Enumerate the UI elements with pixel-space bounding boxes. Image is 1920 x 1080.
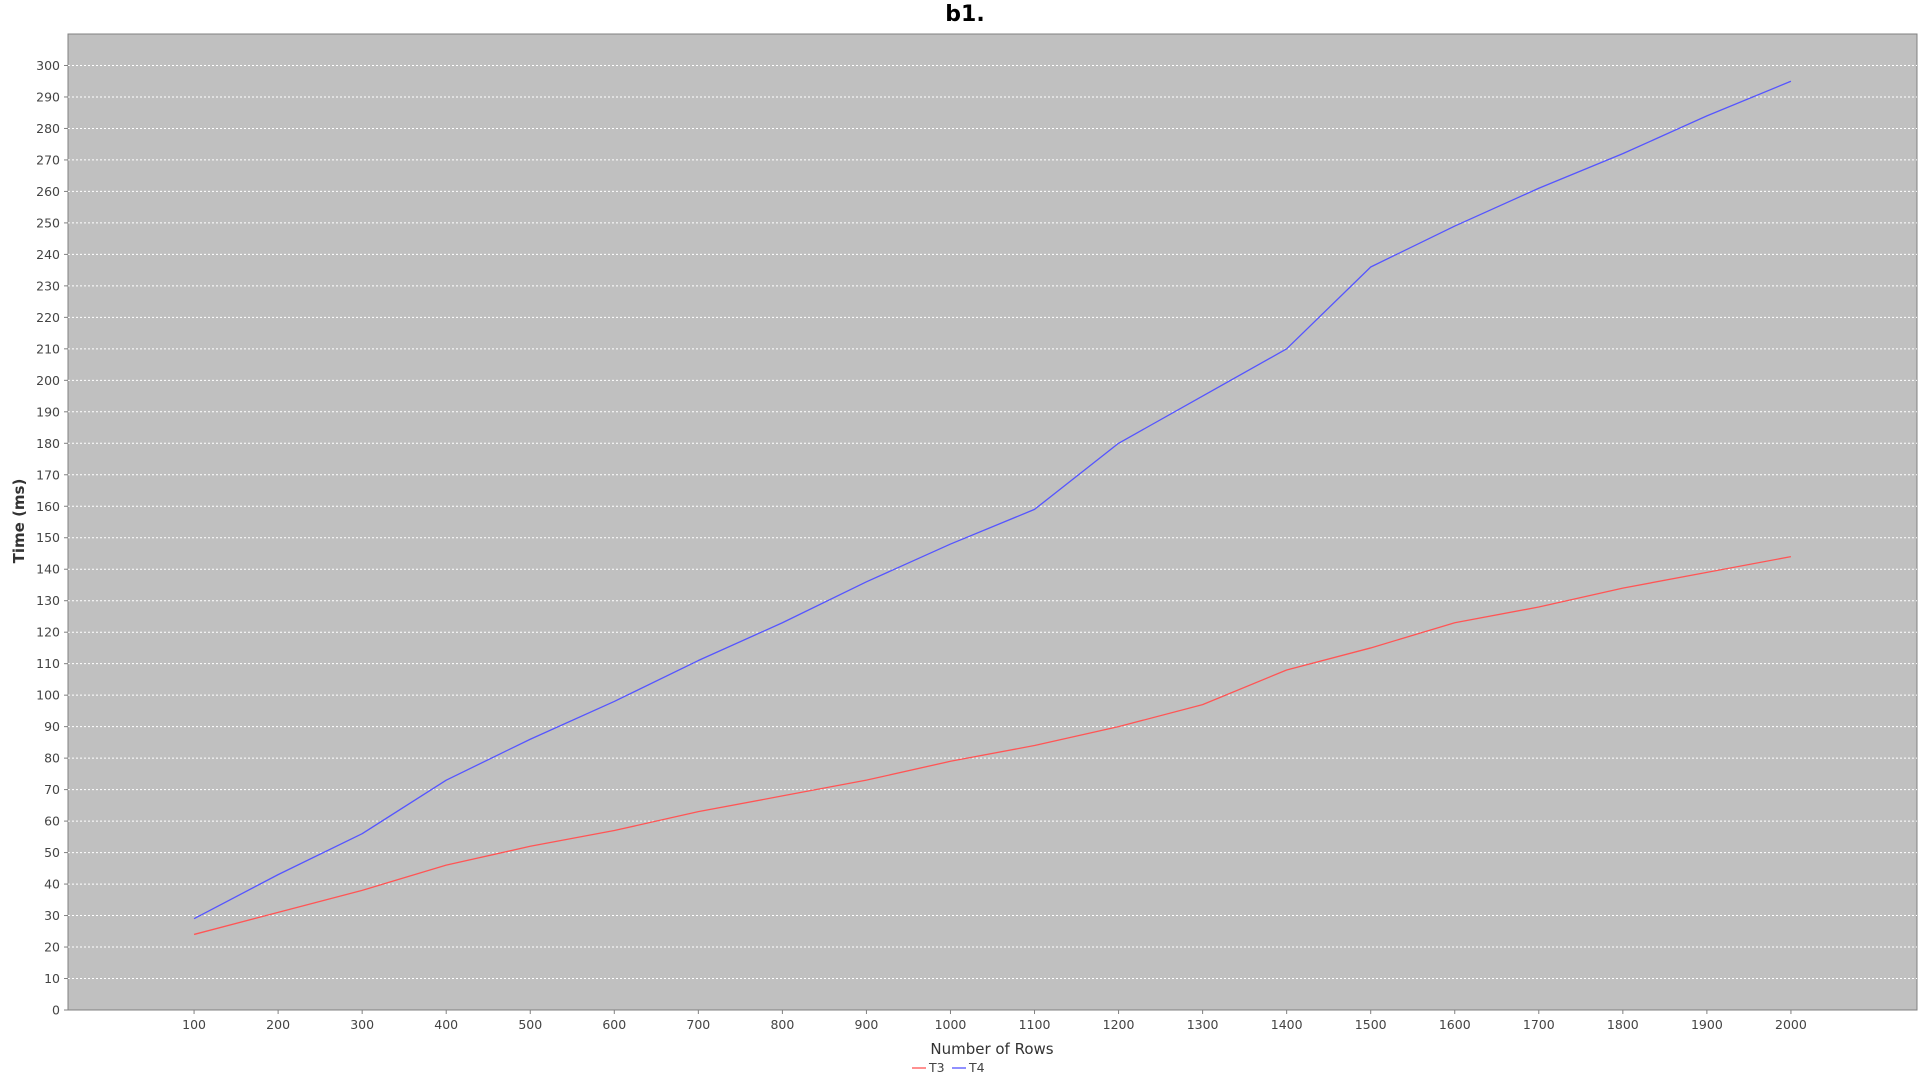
y-axis-label: Time (ms) <box>10 479 28 564</box>
legend-item-t3: T3 <box>912 1060 945 1075</box>
y-tick-label: 160 <box>36 499 60 514</box>
y-tick-label: 300 <box>36 58 60 73</box>
y-tick-label: 220 <box>36 310 60 325</box>
x-tick-label: 1700 <box>1523 1017 1555 1032</box>
x-tick-label: 400 <box>434 1017 458 1032</box>
y-tick-label: 70 <box>44 782 60 797</box>
y-tick-label: 250 <box>36 215 60 230</box>
x-tick-label: 1500 <box>1355 1017 1387 1032</box>
y-tick-label: 240 <box>36 247 60 262</box>
y-tick-label: 60 <box>44 814 60 829</box>
y-tick-label: 80 <box>44 751 60 766</box>
x-tick-label: 100 <box>182 1017 206 1032</box>
y-tick-label: 120 <box>36 625 60 640</box>
x-tick-label: 1600 <box>1439 1017 1471 1032</box>
x-tick-label: 1000 <box>935 1017 967 1032</box>
legend-label: T4 <box>968 1060 985 1075</box>
y-tick-label: 260 <box>36 184 60 199</box>
y-tick-label: 0 <box>52 1003 60 1018</box>
legend: T3 T4 <box>912 1060 985 1075</box>
y-tick-label: 20 <box>44 940 60 955</box>
y-tick-label: 280 <box>36 121 60 136</box>
legend-label: T3 <box>928 1060 945 1075</box>
x-tick-label: 800 <box>770 1017 794 1032</box>
chart-title: b1. <box>945 2 984 27</box>
y-tick-label: 50 <box>44 845 60 860</box>
x-tick-label: 900 <box>855 1017 879 1032</box>
x-tick-label: 1800 <box>1607 1017 1639 1032</box>
x-tick-label: 700 <box>686 1017 710 1032</box>
series-line-t4 <box>193 80 1792 920</box>
x-tick-label: 200 <box>266 1017 290 1032</box>
y-axis: 0 10 20 30 40 50 60 70 80 90 100 110 120 130 140 150 160… <box>36 58 68 1018</box>
series-line-t3 <box>193 555 1792 936</box>
y-tick-label: 150 <box>36 530 60 545</box>
x-tick-label: 500 <box>518 1017 542 1032</box>
y-tick-label: 290 <box>36 89 60 104</box>
x-tick-label: 1300 <box>1187 1017 1219 1032</box>
x-tick-label: 2000 <box>1775 1017 1807 1032</box>
y-tick-label: 190 <box>36 404 60 419</box>
y-tick-label: 30 <box>44 908 60 923</box>
y-tick-label: 90 <box>44 719 60 734</box>
x-axis-label: Number of Rows <box>930 1040 1053 1058</box>
y-tick-label: 10 <box>44 971 60 986</box>
x-tick-label: 1200 <box>1103 1017 1135 1032</box>
y-tick-label: 100 <box>36 688 60 703</box>
y-tick-label: 180 <box>36 436 60 451</box>
x-tick-label: 600 <box>602 1017 626 1032</box>
grid-lines <box>68 64 1917 980</box>
y-tick-label: 40 <box>44 877 60 892</box>
y-tick-label: 200 <box>36 373 60 388</box>
x-tick-label: 300 <box>350 1017 374 1032</box>
y-tick-label: 230 <box>36 278 60 293</box>
y-tick-label: 110 <box>36 656 60 671</box>
y-tick-label: 140 <box>36 562 60 577</box>
y-tick-label: 210 <box>36 341 60 356</box>
y-tick-label: 130 <box>36 593 60 608</box>
x-tick-label: 1400 <box>1271 1017 1303 1032</box>
y-tick-label: 270 <box>36 152 60 167</box>
plot-area <box>67 33 1918 1011</box>
x-tick-label: 1100 <box>1019 1017 1051 1032</box>
x-tick-label: 1900 <box>1691 1017 1723 1032</box>
series-lines <box>193 80 1792 936</box>
x-axis: 100 200 300 400 500 600 700 800 900 1000 1100 1200 1… <box>182 1010 1807 1032</box>
legend-item-t4: T4 <box>952 1060 985 1075</box>
y-tick-label: 170 <box>36 467 60 482</box>
